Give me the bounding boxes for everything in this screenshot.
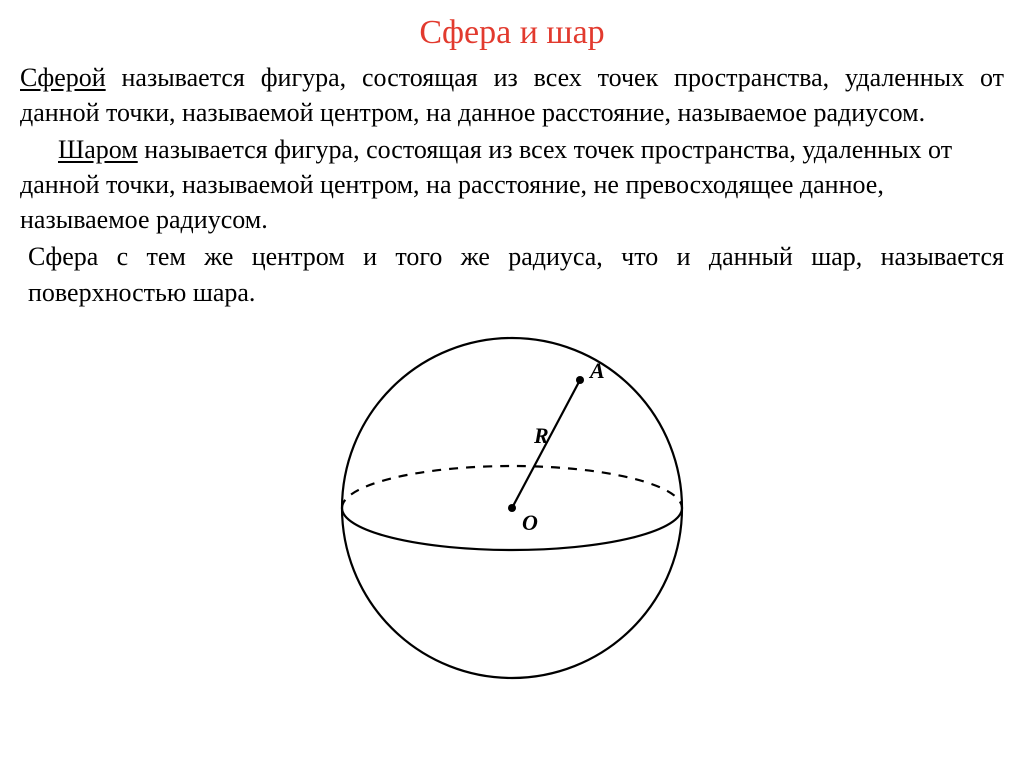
term-sphere: Сферой (20, 63, 106, 92)
sphere-diagram: A R O (20, 318, 1004, 703)
sphere-svg: A R O (312, 318, 712, 698)
svg-text:O: O (522, 510, 538, 535)
svg-text:R: R (533, 423, 549, 448)
definition-surface: Сфера с тем же центром и того же радиуса… (20, 239, 1004, 309)
term-ball: Шаром (58, 135, 138, 164)
definition-ball: Шаром называется фигура, состоящая из вс… (20, 132, 1004, 237)
definition-sphere: Сферой называется фигура, состоящая из в… (20, 60, 1004, 130)
page-title: Сфера и шар (20, 14, 1004, 52)
definition-ball-rest: называется фигура, состоящая из всех точ… (20, 135, 952, 234)
definition-sphere-rest: называется фигура, состоящая из всех точ… (20, 63, 1004, 127)
svg-text:A: A (588, 358, 605, 383)
